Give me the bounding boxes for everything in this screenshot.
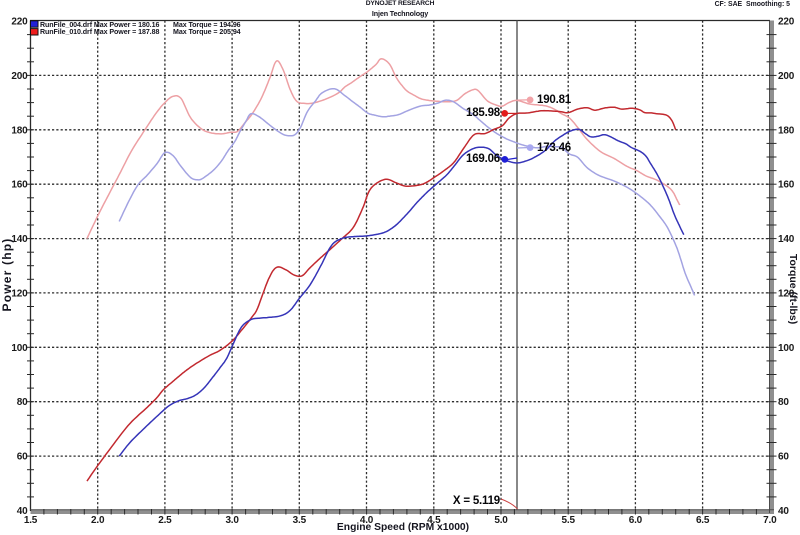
svg-text:60: 60 [778, 452, 789, 463]
svg-text:200: 200 [11, 71, 28, 82]
svg-text:6.0: 6.0 [629, 515, 643, 526]
svg-text:5.0: 5.0 [494, 515, 508, 526]
svg-text:80: 80 [778, 397, 789, 408]
svg-text:180: 180 [778, 125, 795, 136]
svg-text:6.5: 6.5 [696, 515, 710, 526]
svg-text:140: 140 [778, 234, 795, 245]
svg-text:160: 160 [11, 180, 28, 191]
svg-text:140: 140 [11, 234, 28, 245]
svg-text:100: 100 [778, 343, 795, 354]
svg-text:100: 100 [11, 343, 28, 354]
svg-text:180: 180 [11, 125, 28, 136]
svg-text:3.5: 3.5 [293, 515, 307, 526]
svg-text:120: 120 [11, 288, 28, 299]
svg-text:5.5: 5.5 [562, 515, 576, 526]
svg-text:2.5: 2.5 [158, 515, 172, 526]
svg-text:160: 160 [778, 180, 795, 191]
svg-text:Torque (ft-lbs): Torque (ft-lbs) [787, 254, 799, 324]
svg-text:60: 60 [17, 452, 28, 463]
svg-text:220: 220 [778, 17, 795, 28]
svg-text:120: 120 [778, 288, 795, 299]
svg-text:220: 220 [11, 17, 28, 28]
svg-text:Power (hp): Power (hp) [0, 238, 14, 312]
svg-text:7.0: 7.0 [763, 515, 777, 526]
svg-text:40: 40 [17, 506, 28, 517]
svg-text:1.5: 1.5 [24, 515, 38, 526]
svg-text:2.0: 2.0 [91, 515, 105, 526]
svg-text:4.5: 4.5 [427, 515, 441, 526]
svg-text:3.0: 3.0 [225, 515, 239, 526]
svg-text:40: 40 [778, 506, 789, 517]
svg-text:80: 80 [17, 397, 28, 408]
svg-text:4.0: 4.0 [360, 515, 374, 526]
svg-text:200: 200 [778, 71, 795, 82]
